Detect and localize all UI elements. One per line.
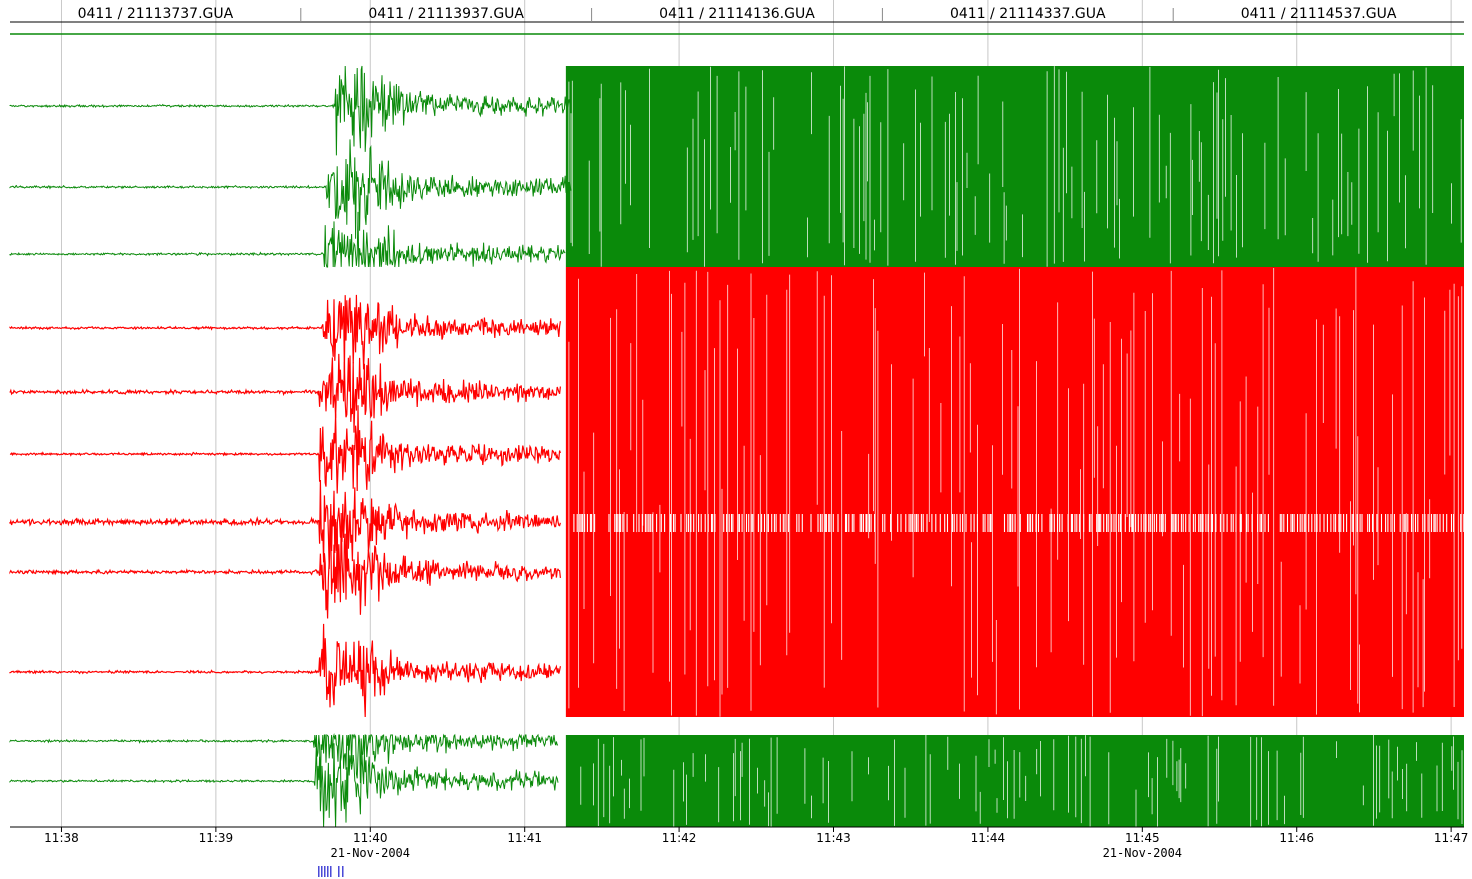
saturation-block — [565, 66, 1464, 267]
clipping-streaks — [568, 66, 1462, 267]
saturation-block — [565, 735, 1464, 827]
trace-4 — [9, 294, 561, 373]
trace-3 — [9, 211, 566, 268]
trace-7 — [9, 479, 561, 570]
trace-2 — [9, 139, 572, 239]
dropout-band — [573, 514, 1465, 532]
x-tick-label: 11:38 — [44, 831, 79, 845]
x-tick-label: 11:46 — [1279, 831, 1314, 845]
trace-9 — [9, 623, 561, 718]
x-tick-label: 11:40 — [353, 831, 388, 845]
x-tick-label: 11:44 — [971, 831, 1006, 845]
saturation-blocks — [565, 66, 1465, 827]
file-label: 0411 / 21114337.GUA — [950, 6, 1106, 22]
file-label: 0411 / 21114537.GUA — [1241, 6, 1397, 22]
file-label: 0411 / 21114136.GUA — [659, 6, 815, 22]
trace-5 — [9, 353, 561, 433]
file-label: 0411 / 21113937.GUA — [368, 6, 524, 22]
x-tick-label: 11:39 — [199, 831, 234, 845]
file-label: 0411 / 21113737.GUA — [78, 6, 234, 22]
waveform-traces — [9, 65, 572, 828]
date-label: 21-Nov-2004 — [1103, 846, 1182, 860]
clipping-streaks — [580, 735, 1463, 827]
trace-10 — [9, 733, 559, 788]
file-header: 0411 / 21113737.GUA 0411 / 21113937.GUA 04… — [10, 6, 1464, 35]
x-tick-label: 11:45 — [1125, 831, 1160, 845]
x-tick-label: 11:41 — [507, 831, 542, 845]
trace-6 — [9, 405, 561, 494]
trace-8 — [9, 512, 561, 619]
clipping-streaks — [568, 267, 1463, 717]
event-marks — [318, 866, 344, 877]
trace-1 — [9, 65, 572, 156]
trace-11 — [9, 743, 559, 828]
x-tick-label: 11:43 — [816, 831, 851, 845]
date-label: 21-Nov-2004 — [331, 846, 410, 860]
x-tick-label: 11:47 — [1434, 831, 1469, 845]
saturation-block — [565, 267, 1464, 717]
x-tick-label: 11:42 — [662, 831, 697, 845]
time-axis: 11:38 11:39 11:40 11:41 11:42 11:43 11:44 11:45… — [10, 826, 1469, 860]
